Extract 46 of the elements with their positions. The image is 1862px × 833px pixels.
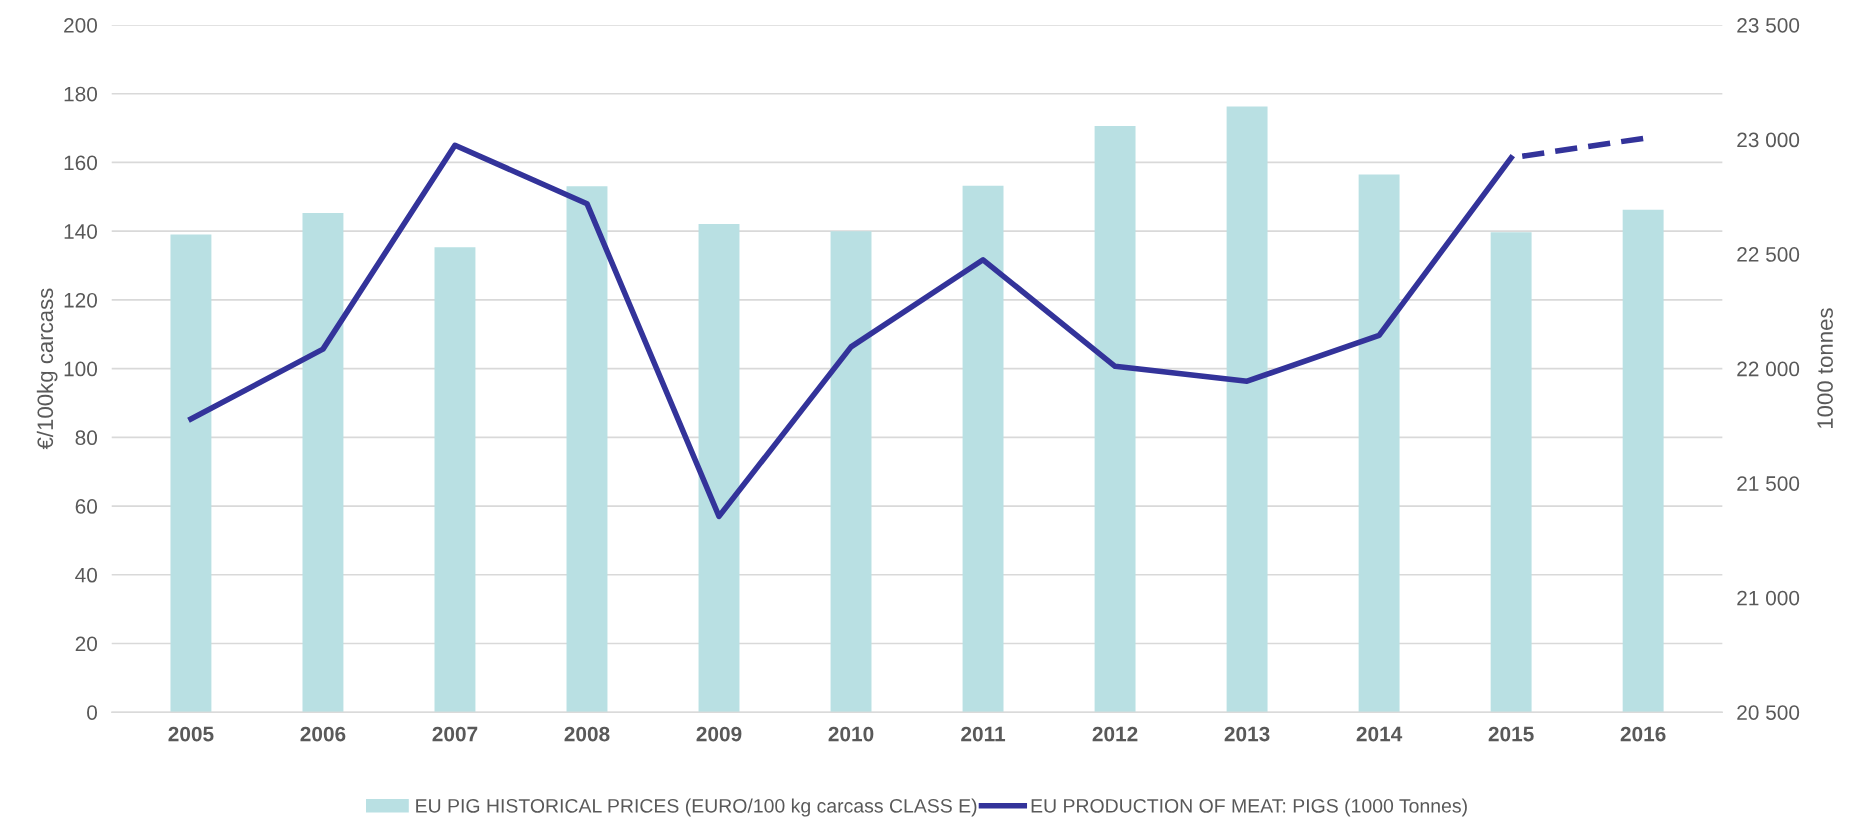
y2-tick-label: 22 000: [1737, 361, 1800, 377]
y2-tick-label: 23 000: [1737, 132, 1800, 148]
x-tick-label: 2012: [1092, 726, 1138, 742]
legend-label: EU PIG HISTORICAL PRICES (EURO/100 kg carcass CLASS E): [416, 798, 977, 817]
y-tick-label: 160: [64, 155, 98, 171]
y2-tick-label: 23 500: [1737, 17, 1800, 33]
x-tick-label: 2014: [1356, 726, 1403, 742]
bar: [1094, 126, 1136, 713]
bar: [1490, 232, 1532, 713]
y-tick-label: 20: [75, 636, 98, 652]
y-tick-label: 200: [64, 17, 98, 33]
x-tick-label: 2006: [300, 726, 346, 742]
x-tick-label: 2007: [432, 726, 478, 742]
x-tick-label: 2016: [1620, 726, 1666, 742]
y-tick-label: 120: [64, 292, 98, 308]
y2-tick-label: 21 000: [1737, 590, 1800, 606]
legend-label: EU PRODUCTION OF MEAT: PIGS (1000 Tonnes): [1031, 798, 1467, 817]
y2-tick-label: 20 500: [1737, 705, 1800, 720]
x-tick-label: 2013: [1224, 726, 1270, 742]
y2-tick-label: 21 500: [1737, 476, 1800, 491]
bar: [962, 185, 1004, 713]
bar: [170, 234, 212, 713]
y-axis-title: €/100kg carcass: [36, 288, 58, 450]
bar: [698, 223, 740, 713]
x-tick-label: 2015: [1488, 726, 1534, 742]
bar: [830, 231, 872, 713]
y-tick-label: 80: [75, 430, 98, 446]
y-tick-label: 60: [75, 499, 98, 514]
x-tick-label: 2011: [961, 726, 1006, 742]
y-tick-label: 0: [87, 705, 98, 720]
bar: [302, 212, 344, 713]
x-tick-label: 2008: [564, 726, 610, 742]
bar: [1622, 209, 1664, 713]
y2-axis-title: 1000 tonnes: [1817, 308, 1833, 429]
y2-tick-label: 22 500: [1737, 247, 1800, 262]
bar: [566, 186, 608, 713]
y-tick-label: 40: [75, 567, 98, 583]
bar: [1226, 106, 1268, 713]
x-tick-label: 2009: [696, 726, 742, 742]
y-tick-label: 140: [64, 224, 98, 239]
x-tick-label: 2005: [168, 726, 214, 742]
y-tick-label: 180: [64, 86, 98, 102]
bar: [434, 247, 476, 713]
y-tick-label: 100: [64, 361, 98, 377]
bar: [1358, 174, 1400, 713]
x-tick-label: 2010: [828, 726, 874, 742]
